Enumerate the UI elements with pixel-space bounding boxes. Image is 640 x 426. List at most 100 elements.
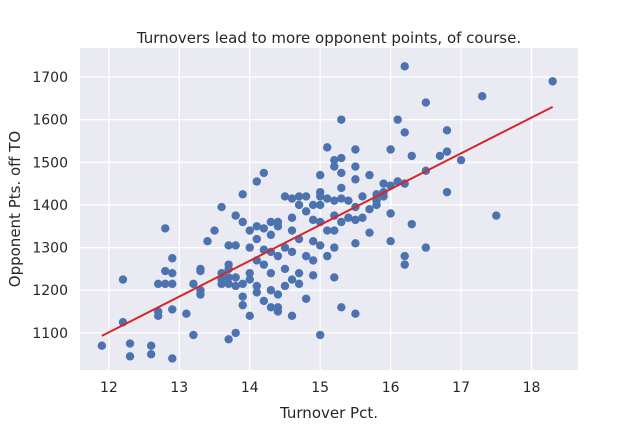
data-point [351, 162, 360, 171]
data-point [308, 200, 318, 210]
data-point [315, 330, 325, 340]
data-point [308, 215, 318, 225]
data-point [266, 303, 276, 312]
data-point [344, 196, 353, 205]
y-tick-label: 1200 [32, 283, 68, 299]
data-point [252, 222, 262, 231]
data-point [189, 279, 198, 289]
data-point [146, 341, 156, 350]
data-point [125, 339, 135, 348]
data-point [337, 115, 346, 124]
y-tick-labels: 1100 1200 1300 1400 1500 1600 1700 [32, 70, 68, 342]
x-axis-label: Turnover Pct. [279, 404, 378, 422]
chart-title: Turnovers lead to more opponent points, … [136, 29, 521, 47]
data-point [386, 237, 395, 246]
data-point [196, 266, 205, 276]
data-point [301, 192, 311, 201]
data-point [161, 224, 170, 233]
data-point [245, 226, 254, 235]
data-point [252, 288, 262, 297]
grid-lines [80, 48, 578, 370]
data-point [231, 328, 240, 338]
data-point [351, 239, 360, 248]
data-point [252, 281, 262, 291]
x-tick-label: 18 [523, 380, 541, 396]
data-point [217, 275, 226, 284]
data-point [153, 279, 163, 289]
data-point [358, 192, 367, 201]
x-tick-label: 13 [170, 380, 188, 396]
data-point [231, 211, 240, 220]
data-point [266, 230, 276, 240]
data-point [259, 296, 269, 306]
data-point [224, 279, 233, 289]
data-point [252, 177, 262, 186]
data-point [330, 162, 339, 171]
data-point [407, 219, 416, 229]
data-point [210, 226, 219, 235]
data-point [421, 243, 431, 252]
data-point [365, 170, 374, 180]
data-point [351, 215, 360, 225]
data-point [161, 266, 170, 276]
data-point [421, 98, 431, 107]
data-point [323, 194, 332, 203]
data-point [259, 224, 269, 233]
data-point [287, 247, 297, 257]
data-point [238, 279, 247, 289]
data-point [280, 243, 290, 252]
data-point [442, 147, 452, 156]
x-tick-label: 16 [382, 380, 400, 396]
data-point [168, 268, 177, 278]
data-point [386, 209, 395, 218]
data-point [294, 192, 304, 201]
data-point [379, 179, 388, 188]
data-point [330, 226, 339, 235]
data-point [146, 350, 156, 359]
data-point [330, 243, 339, 252]
x-tick-label: 14 [241, 380, 259, 396]
data-point [365, 205, 374, 214]
data-point [351, 309, 360, 318]
data-point [330, 196, 339, 205]
data-point [238, 190, 247, 199]
x-tick-labels: 12 13 14 15 16 17 18 [100, 380, 540, 396]
data-point [323, 251, 332, 261]
y-tick-label: 1100 [32, 326, 68, 342]
data-point [231, 241, 240, 250]
data-point [224, 241, 233, 250]
data-point [266, 268, 276, 278]
data-point [182, 309, 191, 318]
data-point [358, 213, 367, 222]
data-point [273, 307, 283, 316]
data-point [245, 243, 254, 252]
data-point [337, 183, 346, 193]
data-point [400, 251, 409, 261]
x-tick-label: 12 [100, 380, 118, 396]
x-tick-label: 15 [311, 380, 329, 396]
data-point [393, 115, 402, 124]
data-point [168, 305, 177, 314]
data-point [386, 145, 395, 154]
data-point [245, 275, 254, 284]
data-point [400, 260, 409, 269]
data-point [478, 91, 487, 101]
data-point [442, 126, 452, 135]
data-point [231, 281, 240, 291]
data-point [308, 271, 318, 280]
data-point [435, 151, 445, 161]
data-point [231, 273, 240, 282]
y-tick-label: 1600 [32, 113, 68, 129]
y-tick-label: 1300 [32, 241, 68, 257]
data-point [308, 237, 318, 246]
data-point [280, 264, 290, 274]
data-point [168, 254, 177, 263]
data-point [337, 153, 346, 163]
data-point [252, 234, 262, 244]
data-point [323, 143, 332, 152]
data-point [330, 155, 339, 165]
data-point [196, 290, 205, 299]
data-point [245, 311, 254, 321]
data-point [273, 222, 283, 231]
